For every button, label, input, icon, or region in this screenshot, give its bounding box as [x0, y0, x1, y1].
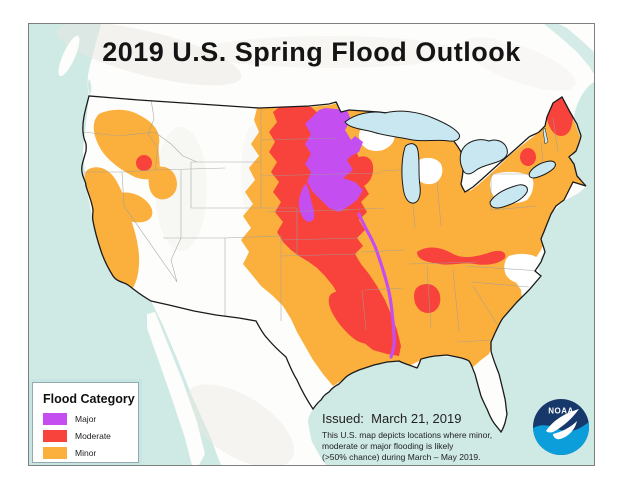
- water-details: [87, 24, 594, 95]
- flood-major-region: [298, 108, 363, 222]
- lake-huron: [459, 139, 508, 175]
- minor-swatch: [43, 447, 67, 459]
- legend-title: Flood Category: [43, 392, 135, 406]
- great-lakes: [344, 110, 556, 209]
- issued-description-line: (>50% chance) during March – May 2019.: [322, 452, 481, 463]
- seagull-icon: [546, 409, 579, 433]
- seagull-icon-lower-wing: [553, 421, 577, 440]
- vancouver-island: [58, 35, 80, 77]
- legend-item-major: Major: [43, 413, 138, 425]
- lake-champlain: [542, 127, 549, 145]
- legend-item-minor: Minor: [43, 447, 138, 459]
- moderate-swatch: [43, 430, 67, 442]
- baja-peninsula: [147, 312, 205, 465]
- lake-erie: [489, 184, 528, 209]
- issued-block: Issued: March 21, 2019 This U.S. map dep…: [322, 411, 537, 464]
- noaa-logo-text: NOAA: [548, 407, 574, 416]
- major-swatch: [43, 413, 67, 425]
- issued-date: Issued: March 21, 2019: [322, 411, 462, 426]
- legend: Flood Category Major Moderate Minor: [32, 382, 139, 463]
- legend-item-moderate: Moderate: [43, 430, 138, 442]
- issued-description-line: This U.S. map depicts locations where mi…: [322, 430, 493, 440]
- lake-michigan: [401, 143, 421, 204]
- us-flood-map: [29, 24, 594, 465]
- map-frame: 2019 U.S. Spring Flood Outlook Flood Cat…: [28, 23, 595, 466]
- state-borders: [82, 98, 559, 343]
- lake-superior: [344, 110, 460, 142]
- issued-description-line: moderate or major flooding is likely: [322, 441, 454, 452]
- map-title: 2019 U.S. Spring Flood Outlook: [102, 37, 521, 67]
- legend-label: Major: [75, 414, 97, 424]
- noaa-logo: NOAA: [533, 399, 589, 455]
- lake-ontario: [528, 160, 556, 179]
- mississippi-river-major: [357, 212, 396, 359]
- legend-label: Moderate: [75, 431, 111, 441]
- legend-label: Minor: [75, 448, 97, 458]
